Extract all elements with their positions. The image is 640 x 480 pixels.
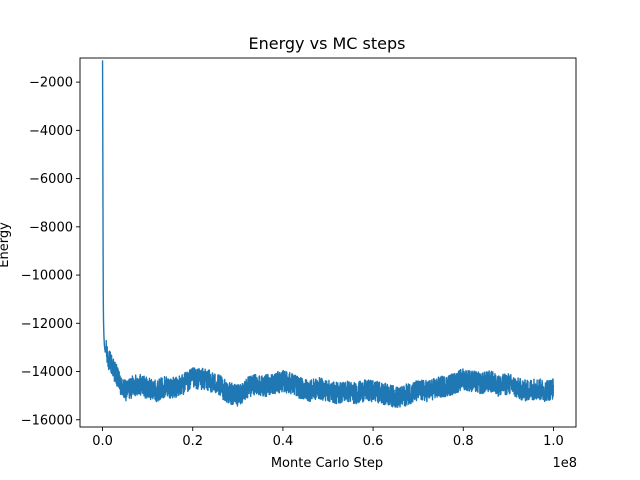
x-tick-label-1: 0.2	[182, 434, 203, 449]
y-tick-label-4: −8000	[29, 220, 73, 235]
y-tick-label-6: −4000	[29, 124, 73, 139]
x-axis-offset-label: 1e8	[552, 456, 577, 471]
plot-area: 0.0 0.2 0.4 0.6 0.8 1.0 −16000 −14000 −12000 −100…	[21, 57, 577, 449]
x-tick-label-0: 0.0	[92, 434, 113, 449]
series-line-0	[101, 60, 555, 408]
y-tick-label-7: −2000	[29, 76, 73, 91]
y-axis-label: Energy	[0, 222, 12, 268]
y-tick-label-1: −14000	[21, 365, 73, 380]
x-tick-label-2: 0.4	[273, 434, 294, 449]
plot-frame	[79, 57, 577, 428]
x-tick-label-3: 0.6	[363, 434, 384, 449]
x-tick-label-5: 1.0	[543, 434, 564, 449]
y-tick-label-3: −10000	[21, 269, 73, 284]
y-tick-label-0: −16000	[21, 413, 73, 428]
chart-title: Energy vs MC steps	[249, 34, 406, 53]
y-tick-label-5: −6000	[29, 172, 73, 187]
x-axis-label: Monte Carlo Step	[271, 456, 383, 471]
x-tick-label-4: 0.8	[453, 434, 474, 449]
y-tick-label-2: −12000	[21, 317, 73, 332]
